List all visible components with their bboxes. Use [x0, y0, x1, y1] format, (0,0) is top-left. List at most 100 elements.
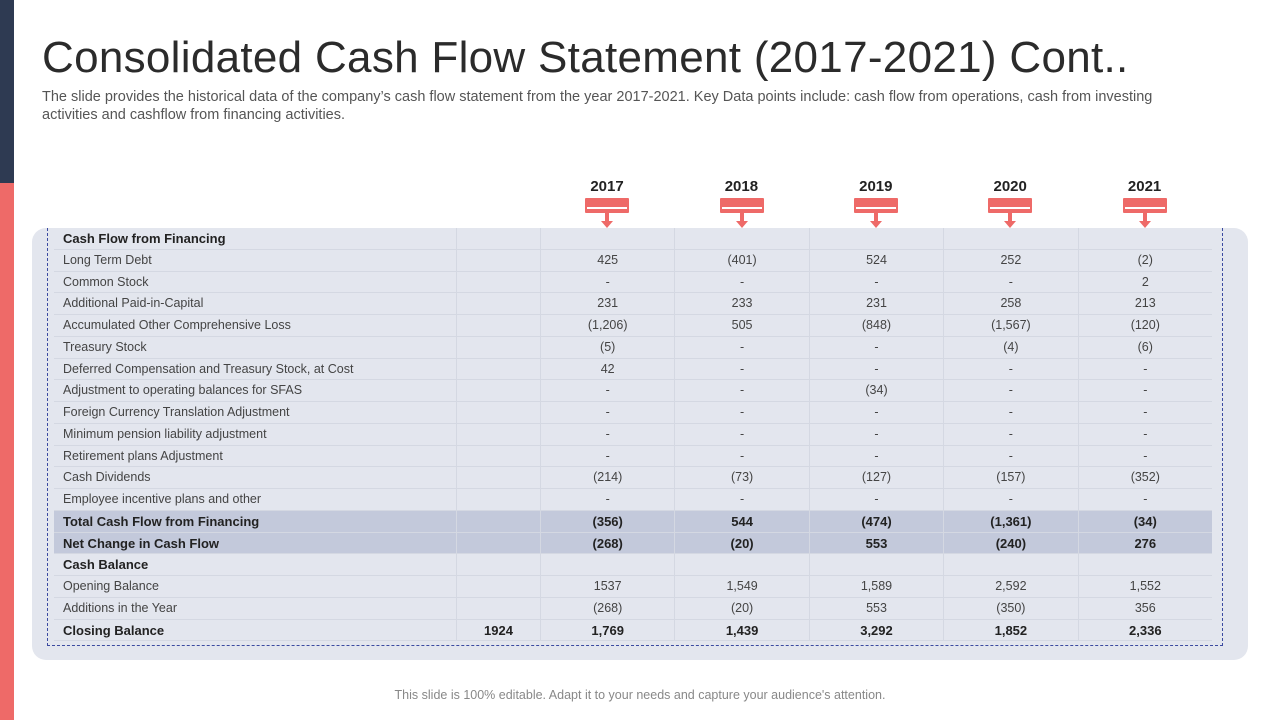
- value-cell-2020: -: [943, 358, 1078, 381]
- table-row: Retirement plans Adjustment - - - - -: [54, 445, 1212, 468]
- table-row: Cash Flow from Financing: [54, 228, 1212, 250]
- value-cell-2021: (120): [1077, 315, 1212, 337]
- value-cell-2020: 1,852: [943, 619, 1078, 642]
- footer-note: This slide is 100% editable. Adapt it to…: [394, 688, 886, 702]
- row-extra-value: [456, 576, 540, 598]
- value-cell-2020: [943, 554, 1078, 576]
- value-cell-2020: (1,567): [943, 315, 1078, 337]
- value-cell-2020: -: [943, 445, 1078, 468]
- value-cell-2019: 524: [808, 249, 944, 272]
- value-cell-2020: -: [943, 271, 1078, 294]
- value-cell-2018: -: [674, 489, 809, 511]
- value-cell-2020: -: [943, 489, 1078, 511]
- value-cell-2017: (214): [540, 467, 675, 489]
- year-marker-icon: [719, 198, 764, 230]
- value-cell-2017: 42: [540, 358, 675, 381]
- value-cell-2020: (4): [943, 336, 1078, 359]
- row-extra-value: [456, 336, 540, 359]
- row-extra-value: [456, 293, 540, 315]
- value-cell-2019: [808, 554, 944, 576]
- value-cell-2018: -: [674, 358, 809, 381]
- value-cell-2017: -: [540, 423, 675, 446]
- row-extra-value: [456, 597, 540, 620]
- value-cell-2019: 553: [808, 532, 944, 555]
- row-label: Adjustment to operating balances for SFA…: [54, 380, 456, 402]
- row-extra-value: [456, 358, 540, 381]
- row-extra-value: [456, 249, 540, 272]
- table-row: Common Stock - - - -2: [54, 271, 1212, 294]
- accent-bar-dark: [0, 0, 14, 183]
- row-extra-value: [456, 423, 540, 446]
- table-row: Cash Dividends (214) (73) (127) (157) (352): [54, 467, 1212, 489]
- value-cell-2017: -: [540, 445, 675, 468]
- value-cell-2019: (474): [808, 510, 944, 533]
- value-cell-2021: -: [1077, 358, 1212, 381]
- row-label: Additional Paid-in-Capital: [54, 293, 456, 315]
- value-cell-2018: -: [674, 402, 809, 424]
- value-cell-2021: (2): [1077, 249, 1212, 272]
- value-cell-2018: (73): [674, 467, 809, 489]
- value-cell-2017: 231: [540, 293, 675, 315]
- value-cell-2019: (127): [808, 467, 944, 489]
- value-cell-2020: (1,361): [943, 510, 1078, 533]
- value-cell-2018: -: [674, 445, 809, 468]
- value-cell-2018: 1,439: [674, 619, 809, 642]
- value-cell-2018: [674, 554, 809, 576]
- value-cell-2021: 2,336: [1077, 619, 1212, 642]
- year-header-2018: 2018: [724, 178, 759, 195]
- value-cell-2020: -: [943, 380, 1078, 402]
- row-label: Minimum pension liability adjustment: [54, 424, 456, 446]
- value-cell-2020: -: [943, 423, 1078, 446]
- row-extra-value: [456, 489, 540, 511]
- year-marker-icon: [988, 198, 1033, 230]
- value-cell-2019: -: [808, 358, 944, 381]
- row-label: Net Change in Cash Flow: [54, 532, 456, 555]
- table-row: Long Term Debt 425 (401) 524 252 (2): [54, 249, 1212, 272]
- table-row: Accumulated Other Comprehensive Loss (1,2…: [54, 315, 1212, 337]
- value-cell-2017: -: [540, 489, 675, 511]
- value-cell-2021: 1,552: [1077, 576, 1212, 598]
- value-cell-2017: [540, 554, 675, 576]
- year-header-2021: 2021: [1127, 178, 1162, 195]
- value-cell-2017: 1,769: [540, 619, 675, 642]
- value-cell-2021: -: [1077, 445, 1212, 468]
- value-cell-2021: -: [1077, 489, 1212, 511]
- value-cell-2019: (34): [808, 380, 944, 402]
- page-subtitle: The slide provides the historical data o…: [42, 89, 1153, 123]
- row-label: Total Cash Flow from Financing: [54, 510, 456, 533]
- value-cell-2019: -: [808, 489, 944, 511]
- value-cell-2019: 1,589: [808, 576, 944, 598]
- value-cell-2018: -: [674, 336, 809, 359]
- value-cell-2018: -: [674, 423, 809, 446]
- row-extra-value: [456, 380, 540, 402]
- row-extra-value: [456, 554, 540, 576]
- value-cell-2020: (157): [943, 467, 1078, 489]
- row-label: Long Term Debt: [54, 250, 456, 272]
- value-cell-2018: [674, 228, 809, 250]
- value-cell-2020: 252: [943, 249, 1078, 272]
- value-cell-2018: 1,549: [674, 576, 809, 598]
- row-label: Opening Balance: [54, 576, 456, 598]
- row-extra-value: [456, 402, 540, 424]
- value-cell-2021: [1077, 554, 1212, 576]
- value-cell-2018: 505: [674, 315, 809, 337]
- value-cell-2019: (848): [808, 315, 944, 337]
- row-label: Accumulated Other Comprehensive Loss: [54, 315, 456, 337]
- value-cell-2018: (20): [674, 532, 809, 555]
- row-label: Employee incentive plans and other: [54, 489, 456, 511]
- row-extra-value: [456, 228, 540, 250]
- value-cell-2019: 3,292: [808, 619, 944, 642]
- year-marker-icon: [854, 198, 898, 230]
- table-row: Closing Balance 1924 1,769 1,439 3,292 1,852 2…: [54, 619, 1212, 642]
- table-row: Foreign Currency Translation Adjustment -…: [54, 402, 1212, 424]
- table-panel: [32, 228, 1248, 660]
- table-row: Additional Paid-in-Capital 231 233 231 258 21…: [54, 293, 1212, 315]
- value-cell-2019: -: [808, 271, 944, 294]
- value-cell-2021: -: [1077, 380, 1212, 402]
- value-cell-2020: [943, 228, 1078, 250]
- table-row: Additions in the Year (268) (20) 553 (350) 35…: [54, 597, 1212, 620]
- value-cell-2019: [808, 228, 944, 250]
- table-row: Employee incentive plans and other - - - - -: [54, 489, 1212, 511]
- value-cell-2020: 2,592: [943, 576, 1078, 598]
- value-cell-2018: (401): [674, 249, 809, 272]
